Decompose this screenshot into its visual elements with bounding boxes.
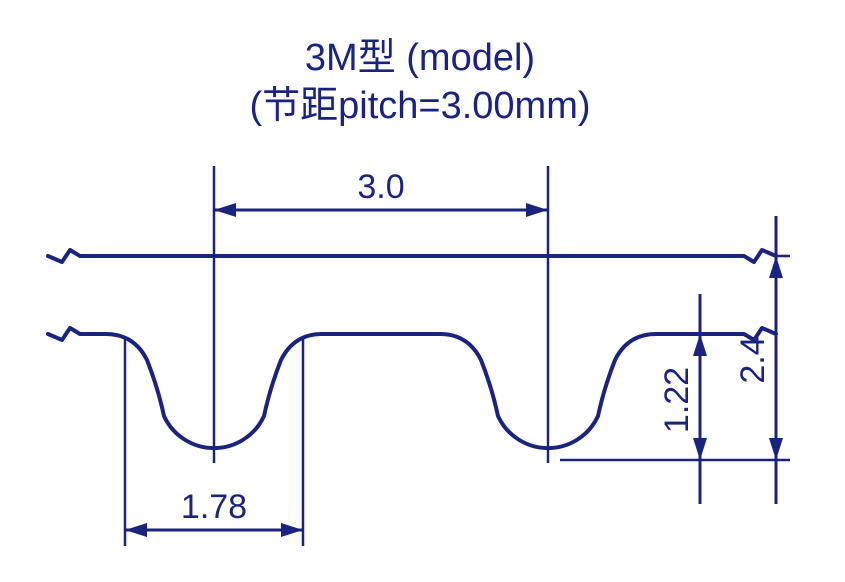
dim-pitch: 3.0 xyxy=(214,168,548,217)
dim-tooth-width: 1.78 xyxy=(125,488,303,537)
dim-pitch-label: 3.0 xyxy=(357,168,404,206)
title-line-2: (节距pitch=3.00mm) xyxy=(249,85,590,127)
dim-tooth-width-label: 1.78 xyxy=(181,488,247,526)
dim-overall-height-label: 2.4 xyxy=(734,336,772,383)
dim-tooth-height: 1.22 xyxy=(658,294,707,504)
dim-tooth-height-label: 1.22 xyxy=(658,367,696,433)
title-line-1: 3M型 (model) xyxy=(305,37,535,79)
belt-profile-diagram: 3M型 (model) (节距pitch=3.00mm) 3.0 1.78 1.… xyxy=(0,0,845,582)
profile-top xyxy=(48,250,776,262)
